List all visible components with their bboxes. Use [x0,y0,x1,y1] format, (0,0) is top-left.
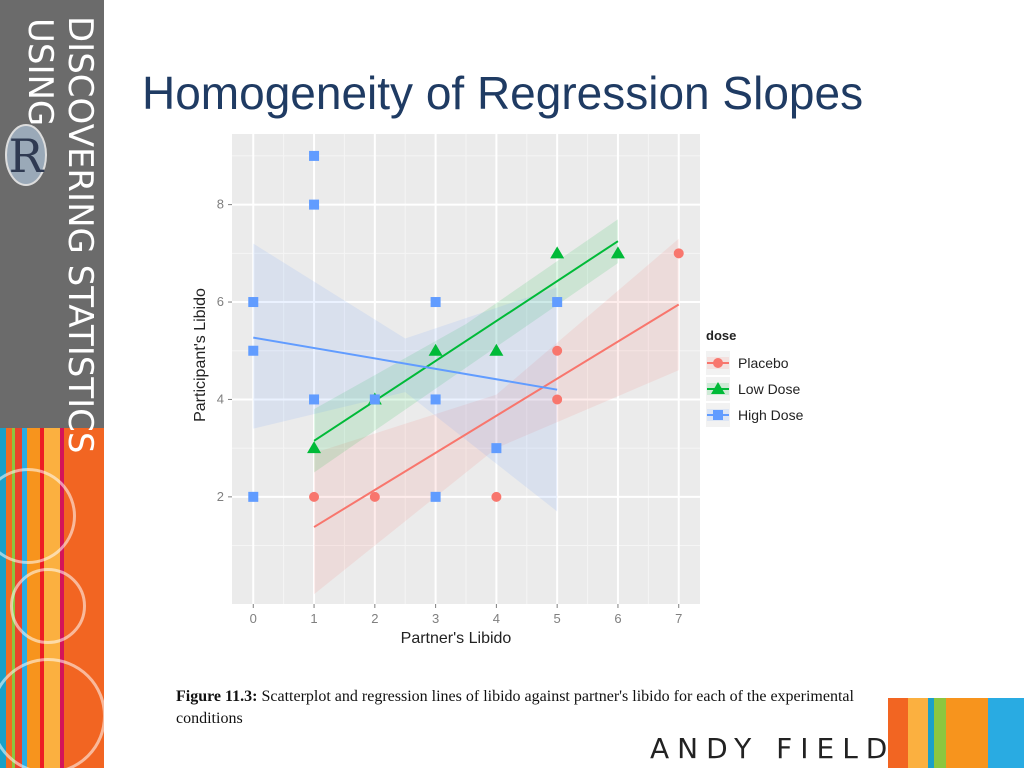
data-point [309,394,320,405]
r-logo-icon: R [5,124,47,186]
x-axis-label: Partner's Libido [401,630,512,647]
data-point [550,246,565,259]
data-point [309,199,320,210]
y-tick-label: 2 [217,489,224,504]
data-point [309,150,320,161]
legend-title: dose [706,328,736,343]
confidence-band-1 [314,219,618,473]
legend-marker [713,410,723,420]
x-tick-label: 3 [432,611,439,626]
x-tick-label: 0 [250,611,257,626]
data-point [552,394,563,405]
figure-label: Figure 11.3: [176,688,258,705]
author-name: ANDY FIELD [650,732,896,765]
y-tick-label: 6 [217,294,224,309]
regression-line-1 [313,240,619,442]
data-point [248,491,259,502]
data-point [552,345,563,356]
regression-line-2 [253,336,558,391]
data-point [673,248,684,259]
data-point [491,491,502,502]
legend-marker [711,382,725,394]
legend-marker [713,358,723,368]
brand-line-discovering: DISCOVERING STATISTICS [60,16,100,454]
decorative-artwork [0,428,104,768]
data-point [309,491,320,502]
x-tick-label: 6 [614,611,621,626]
svg-text:R: R [9,129,45,183]
y-axis-label: Participant's Libido [192,288,209,422]
brand-panel [0,0,104,428]
confidence-band-2 [253,243,558,512]
legend-label: Placebo [738,355,789,371]
brand-title: DISCOVERING STATISTICS USING R [0,0,104,454]
data-point [610,246,625,259]
legend-label: Low Dose [738,381,800,397]
figure-caption-text: Scatterplot and regression lines of libi… [176,688,854,727]
x-tick-label: 1 [310,611,317,626]
data-point [248,297,259,308]
x-tick-label: 7 [675,611,682,626]
brand-strip: DISCOVERING STATISTICS USING R [0,0,104,768]
regression-line-0 [313,303,680,528]
x-tick-label: 4 [493,611,500,626]
corner-artwork [888,698,1024,768]
figure-caption: Figure 11.3: Scatterplot and regression … [176,686,876,730]
y-tick-label: 8 [217,197,224,212]
brand-line-using: USING [20,18,60,127]
x-tick-label: 5 [554,611,561,626]
legend-label: High Dose [738,407,804,423]
data-point [491,443,502,454]
x-tick-label: 2 [371,611,378,626]
data-point [369,394,380,405]
chart: 0 1 2 3 4 5 6 7 2 4 6 8 Partner's Libido Participant'… [180,130,820,650]
data-point [428,343,443,356]
data-point [430,297,441,308]
data-point [248,345,259,356]
data-point [552,297,563,308]
data-point [307,441,322,454]
data-point [430,394,441,405]
y-tick-label: 4 [217,391,224,406]
slide-title: Homogeneity of Regression Slopes [142,67,864,119]
data-point [489,343,504,356]
scatter-chart: 0 1 2 3 4 5 6 7 2 4 6 8 Partner's Libido Participant'… [192,134,804,647]
data-point [369,491,380,502]
data-point [430,491,441,502]
